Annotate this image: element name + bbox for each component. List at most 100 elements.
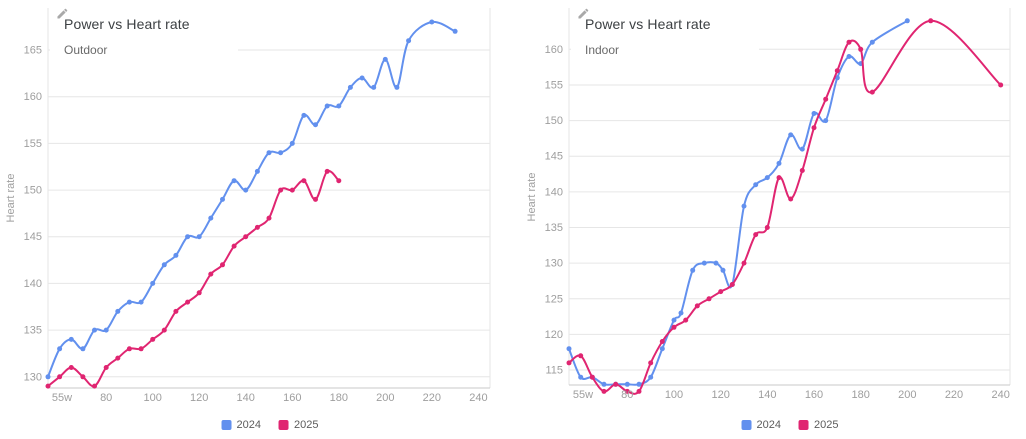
data-point-2024[interactable]	[429, 19, 435, 25]
legend-item-2024[interactable]: 2024	[221, 419, 261, 431]
data-point-2025[interactable]	[613, 381, 619, 387]
data-point-2024[interactable]	[266, 150, 272, 156]
data-point-2025[interactable]	[80, 374, 86, 380]
data-point-2025[interactable]	[115, 355, 121, 361]
data-point-2025[interactable]	[220, 262, 225, 268]
data-point-2025[interactable]	[683, 317, 689, 323]
data-point-2024[interactable]	[601, 381, 607, 387]
data-point-2025[interactable]	[68, 365, 74, 370]
data-point-2025[interactable]	[243, 234, 249, 240]
data-point-2024[interactable]	[636, 381, 642, 387]
data-point-2025[interactable]	[776, 175, 782, 181]
data-point-2025[interactable]	[659, 339, 665, 344]
data-point-2025[interactable]	[150, 336, 156, 342]
data-point-2024[interactable]	[869, 39, 875, 45]
data-point-2025[interactable]	[624, 388, 630, 394]
data-point-2025[interactable]	[566, 360, 572, 366]
data-point-2024[interactable]	[173, 252, 179, 258]
data-point-2025[interactable]	[858, 46, 864, 52]
data-point-2025[interactable]	[729, 282, 735, 287]
data-point-2024[interactable]	[359, 75, 365, 81]
indoor-chart-canvas[interactable]: 115 120 125 130 135 140 145 150 155 160 55w 80 100 12…	[513, 0, 1026, 439]
data-point-2024[interactable]	[208, 215, 214, 221]
data-point-2024[interactable]	[80, 346, 86, 352]
data-point-2025[interactable]	[289, 187, 295, 193]
data-point-2024[interactable]	[301, 112, 307, 118]
data-point-2025[interactable]	[231, 243, 237, 249]
data-point-2024[interactable]	[138, 299, 144, 305]
data-point-2024[interactable]	[406, 38, 412, 44]
data-point-2024[interactable]	[103, 327, 109, 333]
data-point-2024[interactable]	[753, 182, 759, 188]
data-point-2025[interactable]	[161, 327, 167, 333]
data-point-2024[interactable]	[811, 111, 817, 116]
data-point-2025[interactable]	[718, 289, 724, 295]
data-point-2025[interactable]	[301, 178, 307, 184]
data-point-2024[interactable]	[92, 327, 97, 333]
data-point-2025[interactable]	[92, 383, 97, 389]
data-point-2024[interactable]	[289, 140, 295, 146]
outdoor-chart-canvas[interactable]: 130 135 140 145 150 155 160 165 55w 80 100 120 140 16…	[0, 0, 513, 439]
data-point-2024[interactable]	[788, 132, 794, 138]
data-point-2024[interactable]	[57, 346, 63, 352]
data-point-2024[interactable]	[185, 234, 191, 240]
data-point-2025[interactable]	[57, 374, 63, 380]
data-point-2024[interactable]	[690, 267, 696, 273]
data-point-2024[interactable]	[126, 299, 132, 305]
data-point-2024[interactable]	[834, 75, 840, 81]
data-point-2024[interactable]	[371, 84, 377, 90]
data-point-2025[interactable]	[741, 260, 747, 266]
data-point-2025[interactable]	[706, 296, 712, 302]
data-point-2025[interactable]	[998, 82, 1004, 88]
data-point-2024[interactable]	[231, 178, 237, 184]
data-point-2024[interactable]	[799, 146, 805, 152]
data-point-2025[interactable]	[811, 125, 817, 131]
data-point-2024[interactable]	[720, 267, 726, 273]
data-point-2024[interactable]	[701, 260, 707, 266]
legend-item-2025[interactable]: 2025	[279, 419, 318, 431]
data-point-2024[interactable]	[659, 346, 665, 352]
data-point-2024[interactable]	[776, 160, 782, 166]
data-point-2025[interactable]	[823, 96, 829, 102]
data-point-2025[interactable]	[138, 346, 144, 352]
data-point-2024[interactable]	[764, 175, 770, 181]
legend-item-2025[interactable]: 2025	[799, 419, 838, 431]
data-point-2024[interactable]	[678, 310, 684, 316]
data-point-2025[interactable]	[753, 232, 759, 238]
data-point-2025[interactable]	[648, 360, 654, 366]
data-point-2025[interactable]	[869, 89, 875, 95]
data-point-2024[interactable]	[347, 84, 353, 90]
data-point-2024[interactable]	[713, 260, 719, 266]
data-point-2025[interactable]	[764, 225, 770, 230]
data-point-2025[interactable]	[928, 18, 934, 24]
data-point-2024[interactable]	[150, 280, 156, 286]
data-point-2024[interactable]	[254, 168, 260, 174]
data-point-2024[interactable]	[566, 346, 572, 352]
data-point-2024[interactable]	[846, 54, 852, 59]
data-point-2024[interactable]	[624, 381, 630, 387]
data-point-2024[interactable]	[648, 374, 654, 380]
data-point-2025[interactable]	[324, 168, 330, 174]
data-point-2024[interactable]	[45, 374, 51, 380]
data-point-2025[interactable]	[254, 224, 260, 230]
data-point-2024[interactable]	[243, 187, 249, 193]
data-point-2025[interactable]	[834, 68, 840, 74]
data-point-2025[interactable]	[636, 388, 642, 394]
data-point-2024[interactable]	[115, 308, 121, 314]
data-point-2025[interactable]	[601, 388, 607, 394]
data-point-2025[interactable]	[196, 290, 202, 296]
data-point-2025[interactable]	[278, 187, 284, 193]
data-point-2025[interactable]	[846, 39, 852, 45]
data-point-2024[interactable]	[220, 196, 225, 202]
data-point-2025[interactable]	[799, 168, 805, 173]
data-point-2025[interactable]	[671, 324, 677, 330]
data-point-2024[interactable]	[382, 56, 388, 62]
data-point-2024[interactable]	[671, 317, 677, 323]
data-point-2025[interactable]	[589, 374, 595, 380]
data-point-2025[interactable]	[45, 383, 51, 389]
edit-pencil-icon[interactable]	[56, 8, 68, 20]
data-point-2024[interactable]	[196, 234, 202, 240]
data-point-2024[interactable]	[904, 18, 910, 24]
data-point-2025[interactable]	[313, 196, 318, 202]
data-point-2025[interactable]	[336, 178, 342, 184]
